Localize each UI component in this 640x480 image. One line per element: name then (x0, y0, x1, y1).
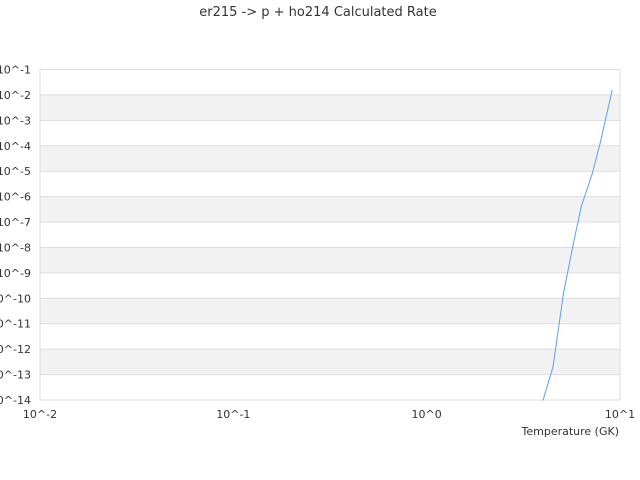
data-point (572, 245, 574, 248)
grid-band (40, 349, 620, 375)
x-tick-label: 10^1 (605, 408, 635, 421)
grid-band (40, 145, 620, 172)
x-tick-label: 10^-1 (216, 408, 250, 421)
y-tick-label: 10^-12 (0, 343, 31, 356)
plot-frame (39, 69, 621, 401)
grid-band (40, 196, 620, 223)
grid-band (40, 94, 620, 121)
y-tick-label: 10^-9 (0, 267, 31, 280)
y-tick-label: 10^-4 (0, 140, 31, 153)
chart-title: er215 -> p + ho214 Calculated Rate (199, 5, 436, 20)
y-tick-label: 10^-8 (0, 241, 31, 254)
x-tick-label: 10^0 (412, 408, 442, 421)
y-tick-label: 10^-2 (0, 89, 31, 102)
grid-bands (40, 94, 620, 376)
x-axis-label: Temperature (GK) (521, 425, 620, 438)
grid-band (40, 298, 620, 324)
series-line (542, 90, 613, 401)
grid-band (40, 247, 620, 273)
x-tick-label: 10^-2 (23, 408, 57, 421)
data-point (591, 172, 594, 174)
series-points (542, 89, 613, 401)
data-point (552, 366, 554, 368)
y-tick-labels: 10^-1 10^-2 10^-3 10^-4 10^-5 10^-6 10^-7 10^-8… (0, 64, 31, 408)
y-tick-label: 10^-1 (0, 64, 31, 77)
y-tick-label: 10^-11 (0, 318, 31, 331)
y-tick-label: 10^-3 (0, 114, 31, 127)
y-tick-label: 10^-13 (0, 369, 31, 382)
data-point (562, 292, 565, 294)
x-tick-labels: 10^-2 10^-1 10^0 10^1 (23, 408, 635, 421)
y-tick-label: 10^-6 (0, 191, 31, 204)
data-point (599, 142, 601, 144)
y-tick-label: 10^-5 (0, 165, 31, 178)
y-tick-label: 10^-7 (0, 216, 31, 229)
data-point (611, 89, 613, 92)
y-tick-label: 10^-14 (0, 394, 31, 407)
y-tick-label: 10^-10 (0, 292, 31, 305)
data-point (542, 399, 544, 401)
data-point (580, 206, 582, 208)
